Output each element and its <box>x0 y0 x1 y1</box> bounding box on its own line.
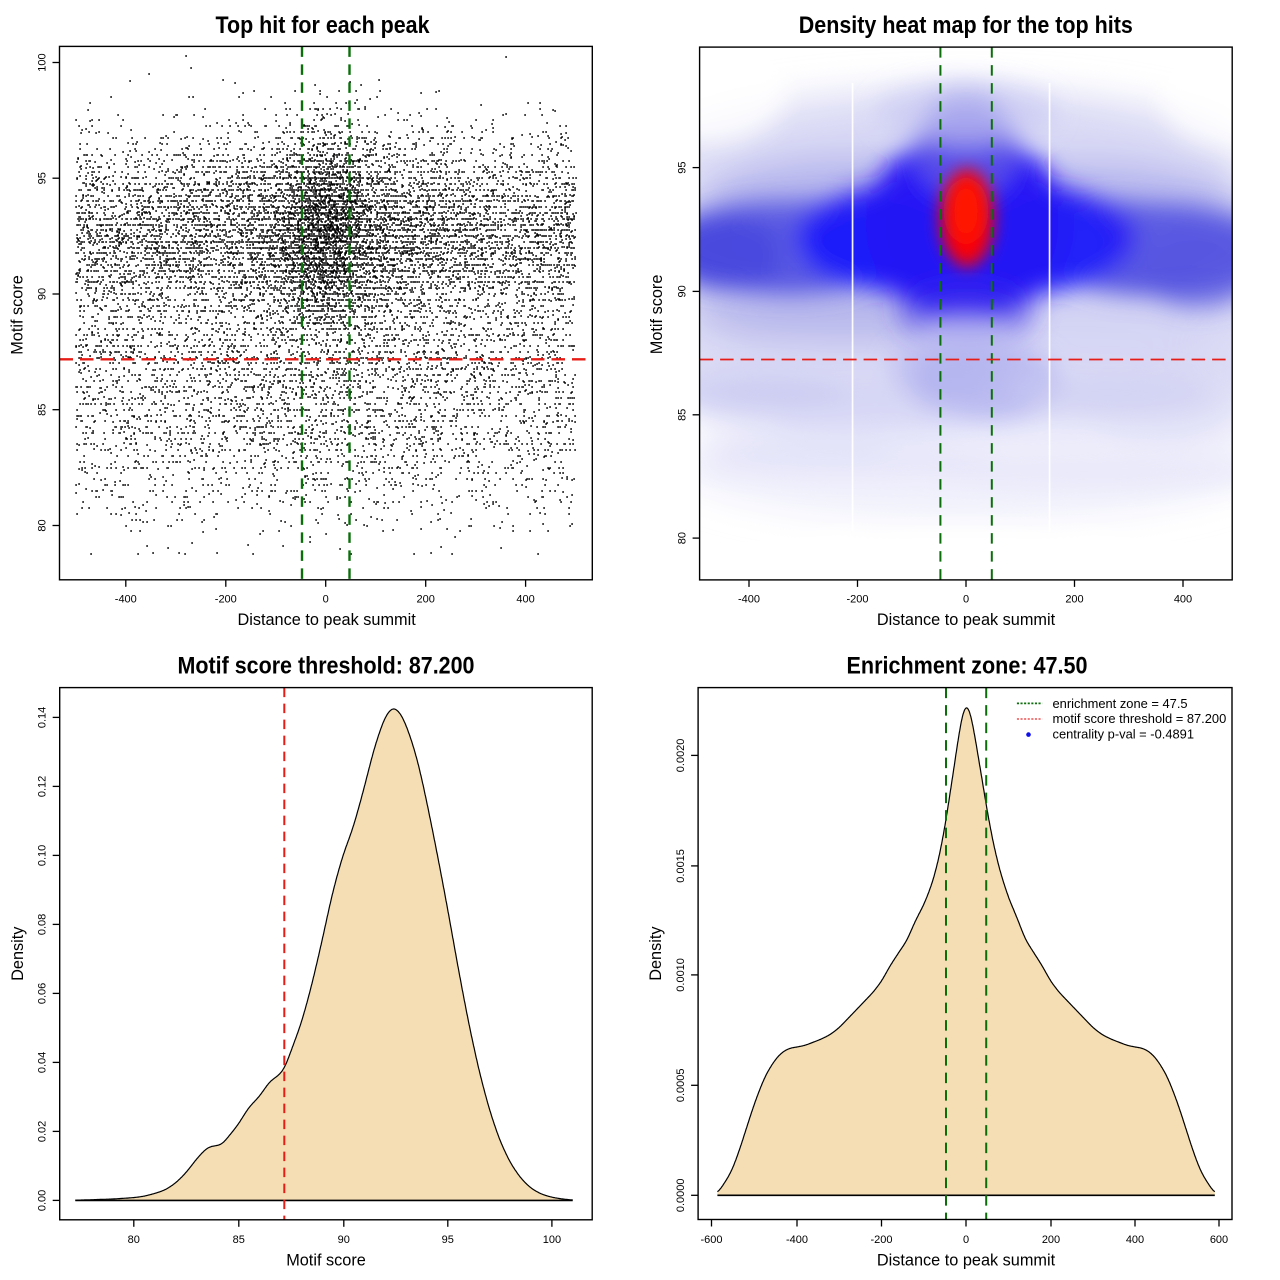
svg-text:90: 90 <box>338 1234 350 1246</box>
svg-text:400: 400 <box>1126 1234 1144 1246</box>
svg-text:-200: -200 <box>846 594 868 606</box>
svg-text:200: 200 <box>417 594 435 606</box>
svg-text:85: 85 <box>36 404 48 416</box>
svg-text:0.0005: 0.0005 <box>675 1068 687 1102</box>
svg-text:200: 200 <box>1042 1234 1060 1246</box>
svg-text:90: 90 <box>36 288 48 300</box>
svg-text:0: 0 <box>323 594 329 606</box>
svg-text:Density heat map for the top h: Density heat map for the top hits <box>799 12 1133 39</box>
svg-text:-400: -400 <box>786 1234 808 1246</box>
svg-text:-400: -400 <box>115 594 137 606</box>
svg-text:Motif score: Motif score <box>9 275 27 355</box>
svg-text:Density: Density <box>647 926 665 981</box>
svg-text:-200: -200 <box>215 594 237 606</box>
svg-text:80: 80 <box>676 532 688 544</box>
svg-text:enrichment zone = 47.5: enrichment zone = 47.5 <box>1053 696 1188 711</box>
svg-text:-200: -200 <box>870 1234 892 1246</box>
svg-text:centrality p-val = -0.4891: centrality p-val = -0.4891 <box>1053 727 1195 742</box>
svg-text:200: 200 <box>1065 594 1083 606</box>
svg-text:Distance to peak summit: Distance to peak summit <box>877 611 1056 629</box>
svg-text:400: 400 <box>516 594 534 606</box>
svg-text:Top hit for each peak: Top hit for each peak <box>216 12 431 39</box>
svg-text:0.0015: 0.0015 <box>675 849 687 883</box>
svg-text:Motif score threshold: 87.200: Motif score threshold: 87.200 <box>178 653 475 680</box>
svg-text:0.0020: 0.0020 <box>675 739 687 773</box>
svg-text:0.14: 0.14 <box>37 707 49 728</box>
svg-text:0.10: 0.10 <box>37 845 49 866</box>
svg-text:0.08: 0.08 <box>37 914 49 935</box>
svg-text:Density: Density <box>9 926 27 981</box>
svg-text:600: 600 <box>1210 1234 1228 1246</box>
svg-text:0.12: 0.12 <box>37 776 49 797</box>
svg-text:400: 400 <box>1174 594 1192 606</box>
svg-text:0.00: 0.00 <box>37 1190 49 1211</box>
svg-text:-400: -400 <box>738 594 760 606</box>
svg-text:80: 80 <box>128 1234 140 1246</box>
svg-text:0.04: 0.04 <box>37 1052 49 1073</box>
svg-text:0.06: 0.06 <box>37 983 49 1004</box>
svg-text:85: 85 <box>233 1234 245 1246</box>
svg-text:95: 95 <box>676 161 688 173</box>
svg-text:85: 85 <box>676 409 688 421</box>
svg-text:Motif score: Motif score <box>648 275 666 355</box>
svg-text:90: 90 <box>676 285 688 297</box>
svg-text:0.0010: 0.0010 <box>675 958 687 992</box>
svg-text:0: 0 <box>963 594 969 606</box>
svg-text:motif score threshold = 87.200: motif score threshold = 87.200 <box>1053 711 1227 726</box>
svg-text:95: 95 <box>36 172 48 184</box>
svg-text:100: 100 <box>36 53 48 71</box>
svg-text:Enrichment zone: 47.50: Enrichment zone: 47.50 <box>847 653 1088 680</box>
svg-text:Motif score: Motif score <box>286 1252 366 1270</box>
svg-text:Distance to peak summit: Distance to peak summit <box>877 1252 1056 1270</box>
svg-text:0: 0 <box>963 1234 969 1246</box>
svg-text:Distance to peak summit: Distance to peak summit <box>237 611 416 629</box>
svg-text:0.0000: 0.0000 <box>675 1178 687 1212</box>
svg-text:100: 100 <box>543 1234 561 1246</box>
svg-text:0.02: 0.02 <box>37 1121 49 1142</box>
svg-text:95: 95 <box>442 1234 454 1246</box>
svg-text:-600: -600 <box>700 1234 722 1246</box>
svg-text:80: 80 <box>36 519 48 531</box>
